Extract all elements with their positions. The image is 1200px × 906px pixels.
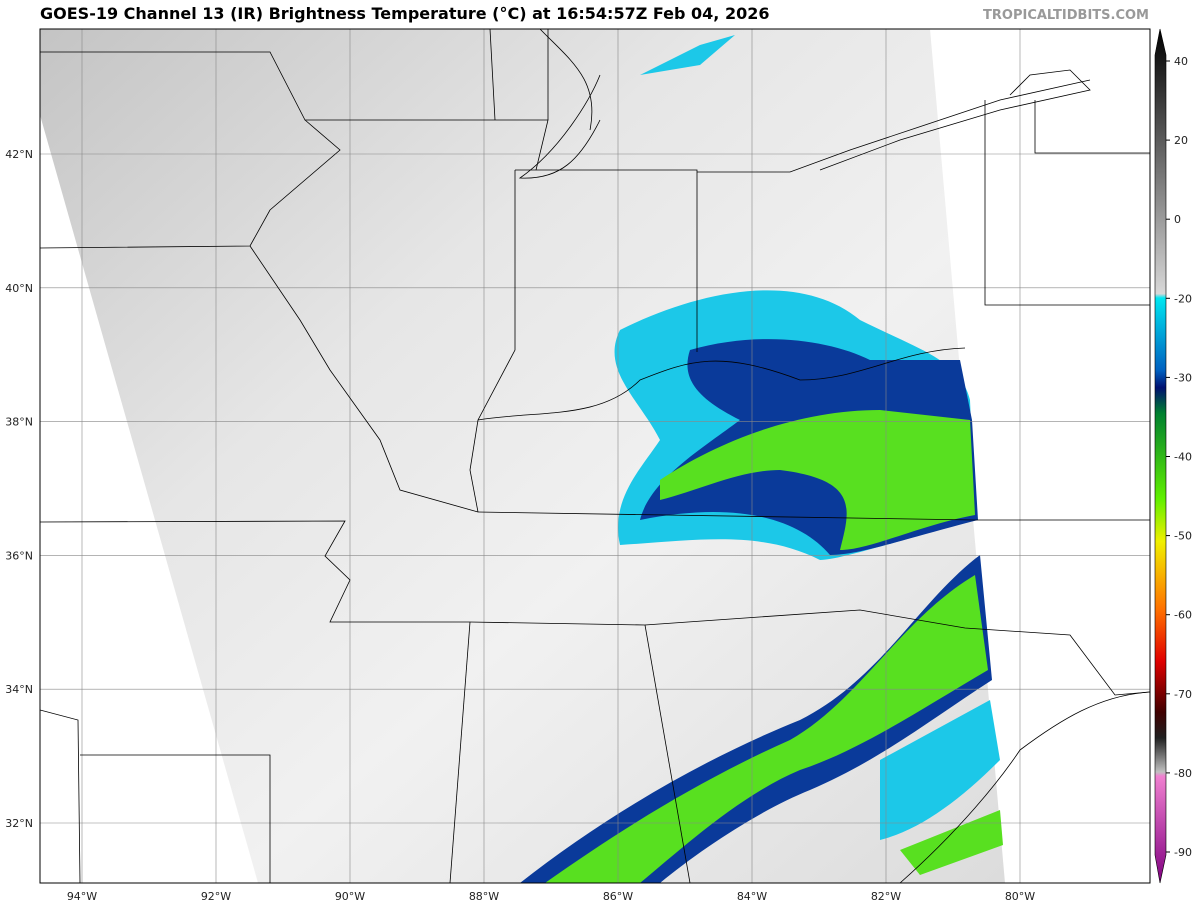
borders (40, 29, 1150, 883)
latitude-label: 34°N (5, 683, 33, 696)
longitude-label: 86°W (603, 890, 633, 903)
latitude-label: 36°N (5, 549, 33, 562)
latitude-label: 32°N (5, 817, 33, 830)
colorbar-label: -90 (1174, 846, 1192, 859)
colorbar-label: -20 (1174, 292, 1192, 305)
colorbar-label: -50 (1174, 530, 1192, 543)
longitude-label: 82°W (871, 890, 901, 903)
labels: 42°N 40°N 38°N 36°N 34°N 32°N 94°W 92°W 90°W 88°W… (5, 55, 1192, 903)
latitude-label: 42°N (5, 148, 33, 161)
colorbar-label: -70 (1174, 688, 1192, 701)
longitude-label: 94°W (67, 890, 97, 903)
colorbar-label: -30 (1174, 371, 1192, 384)
latitude-label: 40°N (5, 282, 33, 295)
longitude-label: 88°W (469, 890, 499, 903)
longitude-label: 90°W (335, 890, 365, 903)
colorbar-label: -60 (1174, 609, 1192, 622)
satellite-swath (40, 29, 1005, 883)
longitude-label: 80°W (1005, 890, 1035, 903)
title: GOES-19 Channel 13 (IR) Brightness Tempe… (40, 4, 769, 23)
longitude-label: 92°W (201, 890, 231, 903)
colorbar-label: 40 (1174, 55, 1188, 68)
colorbar-label: 20 (1174, 134, 1188, 147)
graticule (40, 29, 1150, 883)
map-frame (39, 28, 1151, 884)
cloud-bands (520, 35, 1003, 883)
latitude-label: 38°N (5, 416, 33, 429)
colorbar-label: 0 (1174, 213, 1181, 226)
credit: TROPICALTIDBITS.COM (983, 8, 1149, 23)
colorbar (1154, 28, 1167, 884)
longitude-label: 84°W (737, 890, 767, 903)
colorbar-label: -40 (1174, 451, 1192, 464)
colorbar-label: -80 (1174, 767, 1192, 780)
map (40, 29, 1150, 883)
